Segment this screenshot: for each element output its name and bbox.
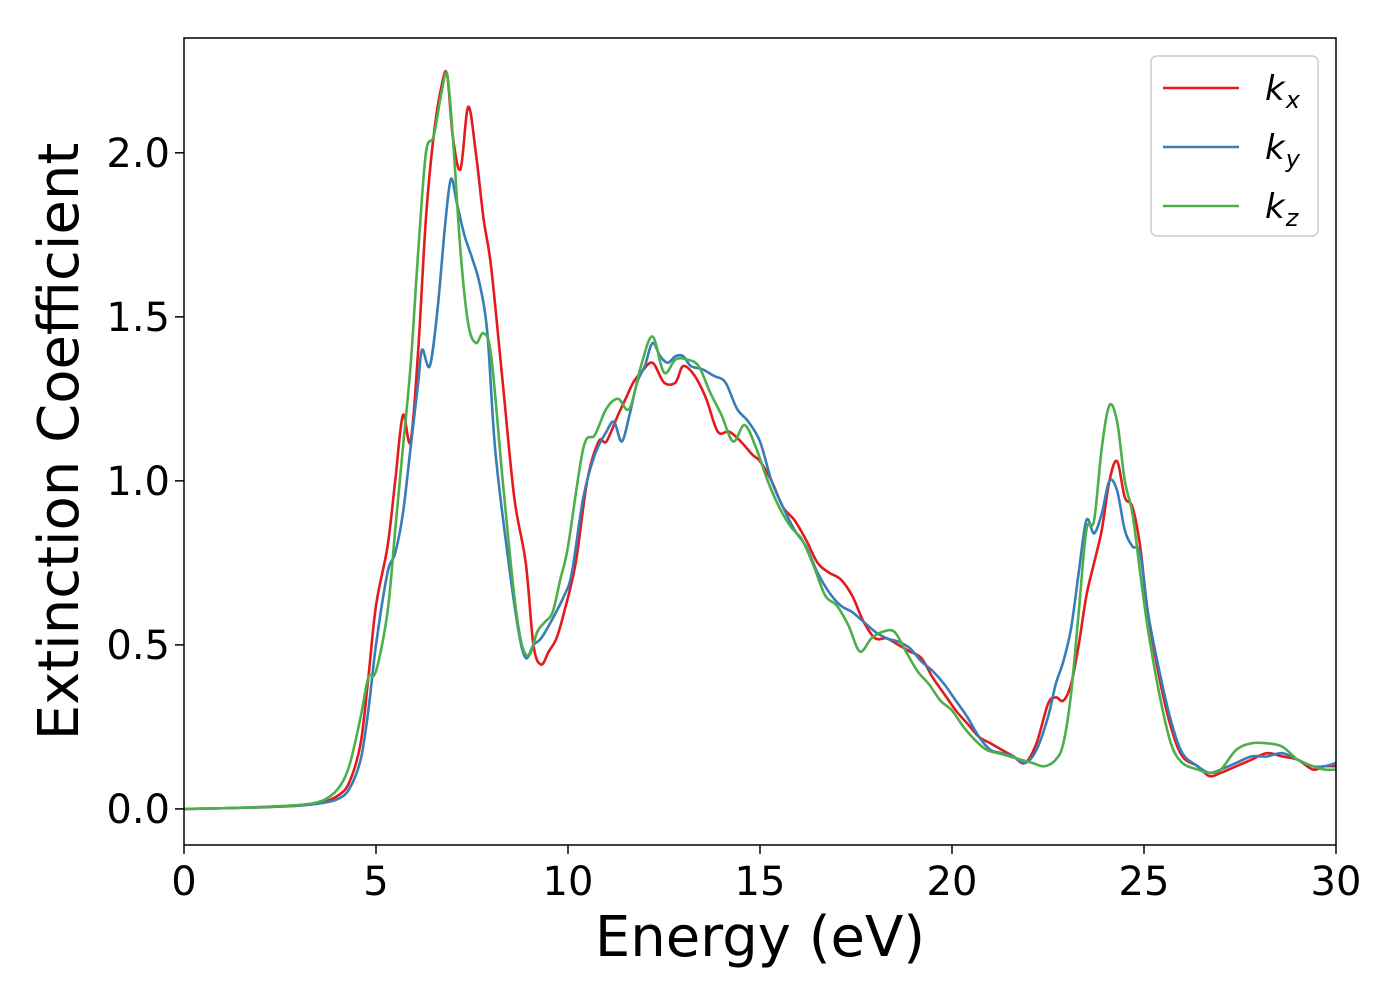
y-tick-label: 1.5	[106, 295, 170, 341]
x-tick-label: 25	[1119, 859, 1170, 905]
series-line-ky	[184, 177, 1336, 811]
y-tick-label: 2.0	[106, 131, 170, 177]
y-tick-label: 0.5	[106, 623, 170, 669]
x-tick-label: 0	[171, 859, 196, 905]
legend-label-ky: ky	[1265, 128, 1301, 173]
x-axis-label: Energy (eV)	[595, 905, 925, 970]
y-axis-label: Extinction Coefficient	[27, 143, 92, 741]
x-tick-label: 20	[927, 859, 978, 905]
x-tick-label: 30	[1311, 859, 1362, 905]
series-line-kz	[184, 71, 1336, 811]
series-lines	[184, 69, 1336, 811]
legend: kx ky kz	[1150, 55, 1319, 237]
legend-label-kz: kz	[1265, 187, 1300, 232]
x-tick-label: 10	[543, 859, 594, 905]
legend-label-kx: kx	[1265, 69, 1301, 114]
x-tick-label: 5	[363, 859, 388, 905]
x-tick-label: 15	[735, 859, 786, 905]
y-tick-label: 0.0	[106, 787, 170, 833]
axis-ticks: 0 5 10 15 20 25 30 0.0 0.5 1.0 1.5 2.0	[106, 131, 1361, 905]
y-tick-label: 1.0	[106, 459, 170, 505]
